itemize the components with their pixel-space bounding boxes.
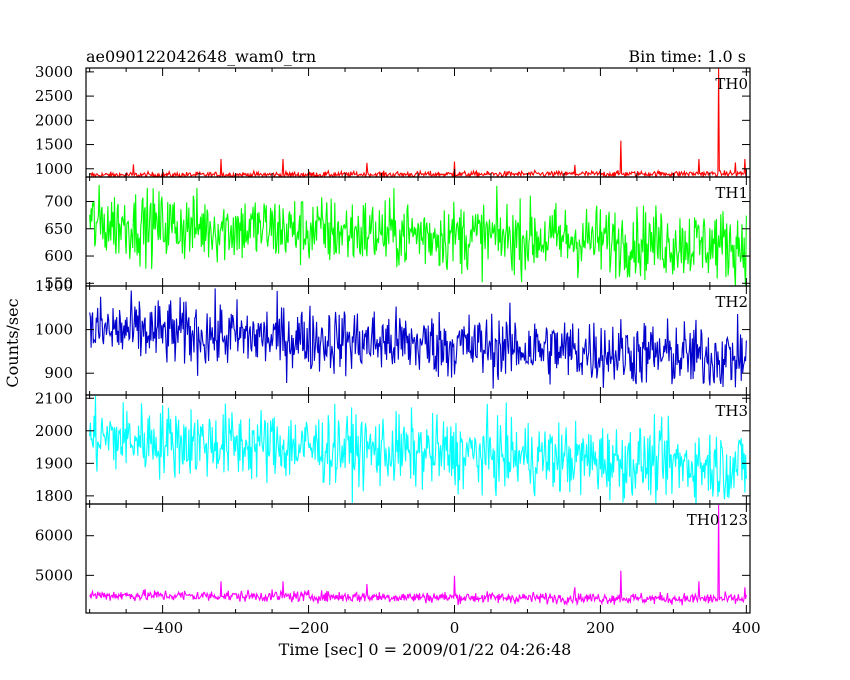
panel-th2: 900 1000 1100 TH2 xyxy=(35,277,751,396)
panel-label-th1: TH1 xyxy=(715,184,748,202)
plot-title-left: ae090122042648_wam0_trn xyxy=(86,47,316,66)
y-tick-label: 900 xyxy=(44,364,73,382)
panel-label-th2: TH2 xyxy=(715,293,748,311)
y-tick-label: 2000 xyxy=(35,422,73,440)
y-tick-label: 2500 xyxy=(35,87,73,105)
y-tick-label: 1000 xyxy=(35,321,73,339)
y-tick-label: 700 xyxy=(44,193,73,211)
y-tick-label: 550 xyxy=(44,274,73,292)
y-tick-label: 6000 xyxy=(35,527,73,545)
panel-label-th0: TH0 xyxy=(715,75,748,93)
series-line-th2 xyxy=(89,288,747,389)
y-axis-title: Counts/sec xyxy=(3,298,22,387)
y-tick-label: 1000 xyxy=(35,160,73,178)
y-tick-label: 650 xyxy=(44,220,73,238)
y-tick-label: 1100 xyxy=(35,277,73,295)
panel-th1: 550 600 650 700 TH1 xyxy=(44,176,751,292)
series-line-th0123 xyxy=(89,504,747,607)
y-tick-label: 1800 xyxy=(35,487,73,505)
y-tick-label: 1500 xyxy=(35,136,73,154)
x-tick-label: −200 xyxy=(288,619,329,637)
series-line-th3 xyxy=(89,395,747,504)
series-line-th1 xyxy=(89,184,747,286)
x-tick-label: 0 xyxy=(450,619,460,637)
y-tick-label: 3000 xyxy=(35,63,73,81)
x-tick-label: 200 xyxy=(586,619,615,637)
y-tick-label: 600 xyxy=(44,247,73,265)
y-tick-label: 1900 xyxy=(35,454,73,472)
x-tick-label: −400 xyxy=(142,619,183,637)
panel-th0: 1000 1500 2000 2500 3000 TH0 xyxy=(35,63,751,178)
panel-frame xyxy=(85,67,751,178)
y-tick-label: 2100 xyxy=(35,389,73,407)
panel-th3: 1800 1900 2000 2100 TH3 xyxy=(35,389,751,505)
x-axis-title: Time [sec] 0 = 2009/01/22 04:26:48 xyxy=(279,640,572,659)
x-tick-label: 400 xyxy=(732,619,761,637)
panel-label-th0123: TH0123 xyxy=(687,511,748,529)
plot-title-right: Bin time: 1.0 s xyxy=(628,47,746,66)
y-tick-label: 5000 xyxy=(35,566,73,584)
y-tick-label: 2000 xyxy=(35,111,73,129)
series-line-th0 xyxy=(89,68,747,177)
panel-th0123: 5000 6000 TH0123 xyxy=(35,503,751,614)
panel-label-th3: TH3 xyxy=(715,402,748,420)
